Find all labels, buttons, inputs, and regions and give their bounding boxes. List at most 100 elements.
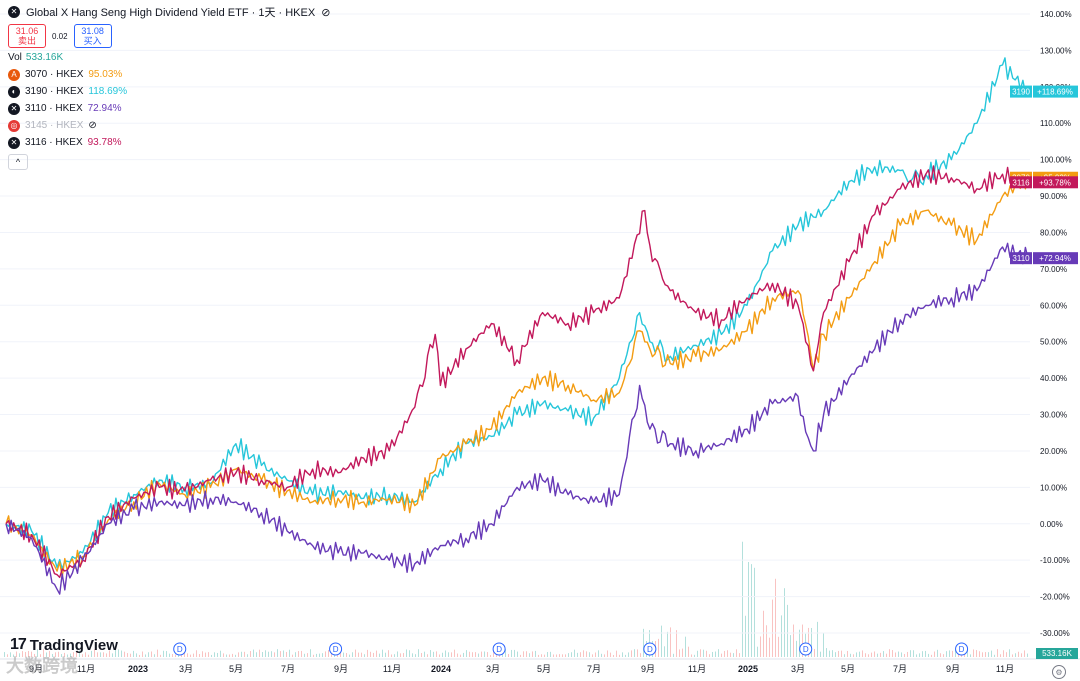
volume-bar [700,649,701,657]
volume-bar [994,654,995,657]
hidden-eye-icon[interactable]: ⊘ [88,120,97,131]
hide-eye-icon[interactable]: ⊘ [321,6,331,19]
volume-bar [37,649,38,657]
volume-bar [457,653,458,657]
volume-bar [997,649,998,657]
end-label-3110: 3110 +72.94% [1010,252,1078,265]
price-row: 31.06 卖出 0.02 31.08 买入 [8,24,330,48]
volume-bar [373,652,374,657]
volume-bar [148,652,149,657]
volume-bar [109,650,110,657]
volume-bar [934,651,935,657]
volume-bar [166,651,167,657]
x-axis: 9月 11月 2023 3月 5月 7月 9月 11月 2024 3月 5月 7月 9月 11月 2025 3… [0,642,1080,674]
volume-bar [559,654,560,657]
dividend-marker [799,642,813,656]
volume-bar [544,654,545,657]
volume-bar [988,652,989,657]
settings-gear-icon[interactable]: ⚙ [1052,665,1066,679]
volume-bar [835,652,836,657]
volume-bar [973,649,974,657]
volume-bar [736,649,737,657]
legend-series-4[interactable]: ✕ 3116 · HKEX 93.78% [8,134,330,151]
volume-bar [853,654,854,657]
series-lines [5,57,1029,595]
volume-bar [28,650,29,657]
volume-bar [337,654,338,657]
volume-bar [280,651,281,657]
volume-bar [52,653,53,657]
legend-series-3[interactable]: ◎ 3145 · HKEX ⊘ [8,117,330,134]
volume-bar [454,649,455,657]
dividend-marker-label: D [333,645,339,654]
collapse-legend-button[interactable]: ^ [8,154,28,170]
y-tick-label: 60.00% [1040,301,1067,310]
volume-bar [676,630,677,657]
volume-bar [547,652,548,657]
volume-bar [679,649,680,657]
volume-bar [832,650,833,657]
volume-bar [4,652,5,657]
dividend-marker-label: D [803,645,809,654]
series-end-labels: 3190+118.69%3070+95.03%3116+93.78%3110+7… [1010,85,1078,659]
volume-bar [568,653,569,657]
volume-bar [124,651,125,657]
symbol-logo-icon: ✕ [8,6,20,18]
volume-bar [1003,650,1004,657]
end-label-value: +93.78% [1039,178,1071,187]
end-label-value: +72.94% [1039,254,1071,263]
chart-title[interactable]: Global X Hang Seng High Dividend Yield E… [26,7,316,19]
y-tick-label: 30.00% [1040,411,1067,420]
volume-bar [802,624,803,657]
legend-series-1[interactable]: ◐ 3190 · HKEX 118.69% [8,83,330,100]
volume-bar [364,654,365,657]
volume-bar [898,651,899,657]
x-tick-label: 5月 [537,664,551,674]
volume-bar [694,654,695,657]
volume-bar [703,649,704,657]
x-tick-label: 7月 [893,664,907,674]
legend-series-2[interactable]: ✕ 3110 · HKEX 72.94% [8,100,330,117]
volume-bar [877,653,878,657]
volume-bar [856,652,857,657]
series-logo-icon: ✕ [8,136,20,149]
volume-bar [262,652,263,657]
volume-bar [418,649,419,657]
volume-bar [991,650,992,657]
volume-bar [322,653,323,657]
volume-bar [598,650,599,657]
volume-bar [34,653,35,657]
x-tick-label: 11月 [383,664,401,674]
volume-bar [826,648,827,657]
volume-bar [388,650,389,657]
volume-bar [40,654,41,657]
volume-bar [1024,650,1025,657]
volume-bar [919,653,920,657]
volume-bar [847,650,848,657]
volume-bar [772,599,773,657]
volume-bar [577,652,578,657]
volume-bar [433,651,434,657]
volume-bar [19,653,20,657]
volume-bar [874,651,875,657]
volume-bar [100,652,101,657]
volume-bar [883,651,884,657]
volume-badge: 533.16K [1036,648,1078,659]
volume-bar [472,652,473,657]
buy-button[interactable]: 31.08 买入 [73,24,112,48]
dividend-marker-label: D [647,645,653,654]
volume-bar [214,652,215,657]
volume-bar [67,654,68,657]
volume-bar [640,653,641,657]
volume-bar [31,651,32,657]
volume-bar [838,650,839,657]
legend-series-0[interactable]: A 3070 · HKEX 95.03% [8,66,330,83]
volume-bar [241,651,242,657]
volume-bar [886,653,887,657]
volume-bar [868,654,869,657]
volume-bar [130,653,131,657]
volume-bar [634,649,635,657]
volume-bar [55,652,56,657]
sell-button[interactable]: 31.06 卖出 [8,24,46,48]
